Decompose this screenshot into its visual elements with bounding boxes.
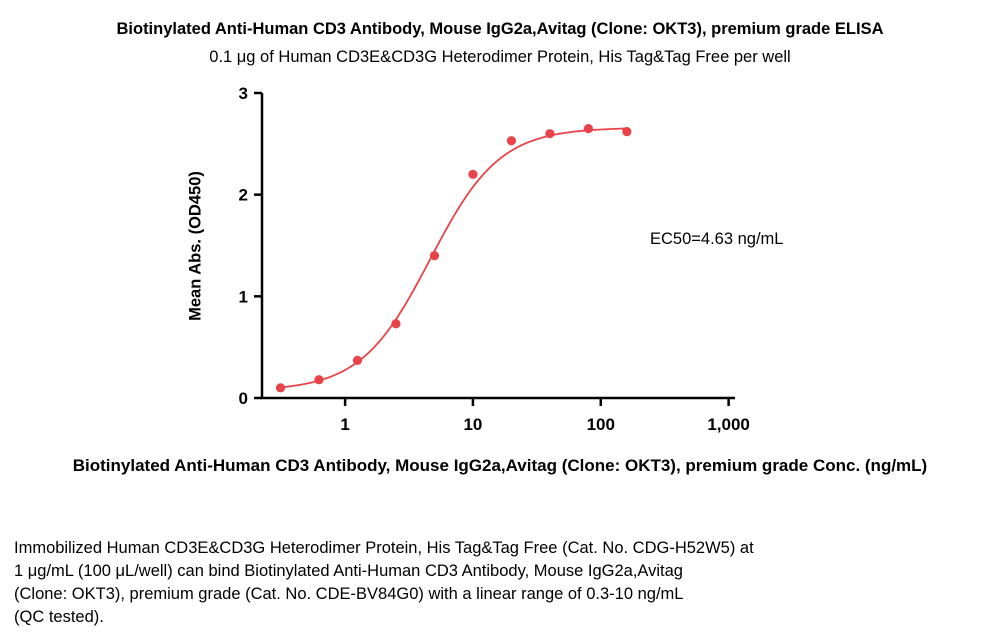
- data-point: [391, 319, 401, 329]
- chart-title: Biotinylated Anti-Human CD3 Antibody, Mo…: [116, 20, 884, 38]
- y-axis-label: Mean Abs. (OD450): [186, 171, 205, 321]
- ec50-annotation: EC50=4.63 ng/mL: [650, 230, 784, 248]
- description-text: Immobilized Human CD3E&CD3G Heterodimer …: [14, 539, 754, 626]
- data-point: [314, 375, 324, 385]
- data-point: [468, 169, 478, 179]
- data-point: [545, 129, 555, 139]
- x-tick-label: 10: [463, 415, 482, 434]
- x-tick-label: 1: [340, 415, 349, 434]
- y-tick-label: 3: [239, 84, 248, 103]
- y-tick-label: 1: [239, 287, 248, 306]
- x-tick-label: 100: [587, 415, 615, 434]
- data-point: [352, 355, 363, 365]
- data-point: [429, 251, 440, 261]
- y-tick-label: 0: [239, 389, 248, 408]
- fit-curve: [278, 127, 629, 389]
- data-point: [622, 127, 632, 137]
- x-axis-label: Biotinylated Anti-Human CD3 Antibody, Mo…: [72, 456, 928, 475]
- y-tick-label: 2: [239, 186, 248, 205]
- data-point: [506, 136, 517, 146]
- data-point: [583, 123, 593, 134]
- data-point: [275, 383, 286, 393]
- chart-subtitle: 0.1 μg of Human CD3E&CD3G Heterodimer Pr…: [209, 48, 791, 66]
- x-tick-label: 1,000: [707, 415, 750, 434]
